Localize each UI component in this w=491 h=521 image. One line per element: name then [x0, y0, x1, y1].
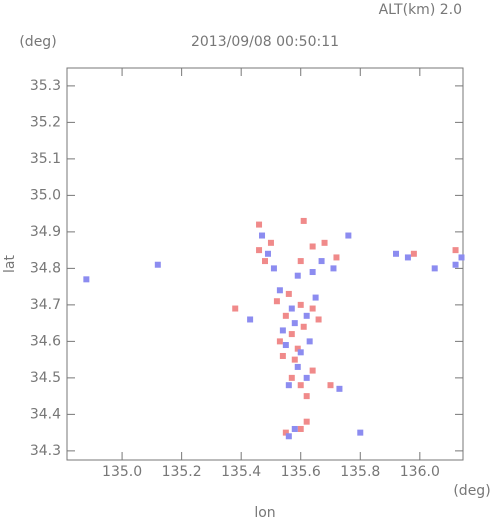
y-tick-label: 34.7: [30, 297, 61, 313]
radar-echo: [291, 425, 298, 432]
y-tick-label: 34.3: [30, 443, 61, 459]
radar-echo: [285, 290, 292, 297]
radar-echo: [294, 345, 301, 352]
radar-echo: [276, 287, 283, 294]
radar-echo: [410, 250, 417, 257]
y-unit: (deg): [19, 34, 56, 50]
radar-echo: [288, 374, 295, 381]
radar-echo: [83, 276, 90, 283]
x-tick-label: 135.4: [221, 464, 261, 480]
radar-echo: [273, 298, 280, 305]
radar-echo: [291, 356, 298, 363]
radar-echo: [282, 342, 289, 349]
radar-echo: [297, 425, 304, 432]
radar-echo: [315, 316, 322, 323]
radar-echo: [404, 254, 411, 261]
radar-echo: [262, 258, 268, 265]
radar-echo: [270, 265, 277, 272]
radar-echo: [336, 385, 343, 392]
y-tick-label: 35.1: [30, 151, 61, 167]
radar-echo: [282, 312, 289, 319]
radar-echo: [297, 258, 304, 265]
radar-echo: [309, 367, 316, 374]
radar-echo: [333, 254, 340, 261]
radar-echo: [303, 393, 310, 400]
radar-echo: [256, 247, 263, 254]
radar-echo: [309, 305, 316, 312]
radar-echo: [294, 363, 301, 370]
radar-echo: [288, 331, 295, 338]
radar-echo: [452, 261, 459, 268]
chart-title: 2013/09/08 00:50:11: [191, 34, 339, 50]
radar-echo: [306, 338, 313, 345]
radar-echo: [327, 382, 334, 389]
x-tick-label: 135.6: [281, 464, 321, 480]
radar-echo: [279, 352, 286, 359]
radar-echo: [267, 239, 274, 246]
y-tick-label: 35.0: [30, 187, 61, 203]
x-unit: (deg): [453, 483, 490, 499]
radar-echo: [303, 418, 310, 425]
radar-echo: [297, 382, 304, 389]
y-tick-label: 35.2: [30, 114, 61, 130]
radar-echo: [279, 327, 286, 334]
radar-echo: [318, 258, 325, 265]
x-tick-label: 136.0: [400, 464, 440, 480]
radar-echo: [458, 254, 465, 261]
radar-echo: [303, 374, 310, 381]
radar-echo: [285, 433, 292, 440]
y-tick-label: 34.4: [30, 406, 61, 422]
radar-echo: [288, 305, 295, 312]
radar-echo: [282, 429, 289, 436]
radar-echo: [297, 349, 304, 356]
radar-echo: [452, 247, 459, 254]
radar-echo: [291, 320, 298, 327]
radar-echo: [357, 429, 364, 436]
y-axis-label: lat: [2, 255, 18, 273]
radar-echo: [309, 269, 316, 276]
radar-echo: [285, 382, 292, 389]
x-tick-label: 135.2: [162, 464, 202, 480]
radar-echo: [256, 221, 263, 228]
radar-echo: [321, 239, 328, 246]
radar-echo: [431, 265, 438, 272]
radar-echo: [300, 217, 307, 224]
y-tick-label: 34.8: [30, 260, 61, 276]
radar-echo: [309, 243, 316, 250]
radar-echo: [303, 312, 310, 319]
y-tick-label: 34.5: [30, 370, 61, 386]
plot-frame: [66, 67, 464, 461]
radar-echo: [247, 316, 254, 323]
x-tick-label: 135.0: [102, 464, 142, 480]
chart-subtitle: ALT(km) 2.0: [379, 2, 462, 18]
radar-echo: [345, 232, 352, 239]
radar-echo: [154, 261, 161, 268]
radar-echo: [294, 272, 301, 279]
x-tick-label: 135.8: [340, 464, 380, 480]
y-tick-label: 34.9: [30, 224, 61, 240]
radar-echo: [276, 338, 283, 345]
radar-echo: [393, 250, 400, 257]
radar-echo: [297, 301, 304, 308]
radar-echo: [232, 305, 239, 312]
y-tick-label: 35.3: [30, 78, 61, 94]
radar-echo: [312, 294, 319, 301]
radar-echo: [259, 232, 266, 239]
radar-echo: [330, 265, 337, 272]
y-tick-label: 34.6: [30, 333, 61, 349]
x-axis-label: lon: [254, 505, 275, 521]
radar-echo: [300, 323, 307, 330]
radar-echo: [264, 250, 271, 257]
